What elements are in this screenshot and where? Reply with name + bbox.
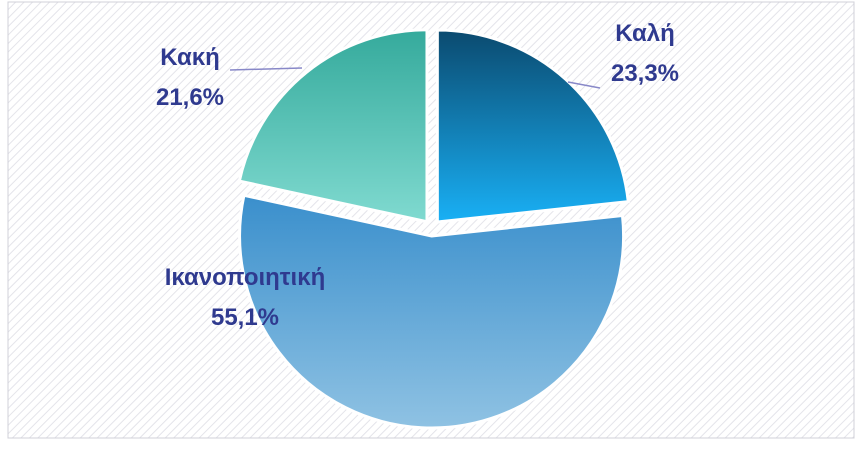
data-label: Κακή 21,6%: [130, 38, 250, 118]
pie-slice: [435, 28, 630, 224]
pie-slice: [237, 28, 429, 224]
data-label: Καλή 23,3%: [585, 14, 705, 94]
category-label: Καλή: [615, 20, 675, 47]
category-label: Κακή: [160, 44, 220, 71]
leader-line: [567, 81, 601, 89]
value-label: 21,6%: [155, 84, 225, 111]
data-label: Ικανοποιητική 55,1%: [160, 258, 330, 338]
value-label: 23,3%: [610, 60, 680, 87]
category-label: Ικανοποιητική: [164, 264, 326, 291]
leader-line: [229, 67, 303, 71]
value-label: 55,1%: [210, 304, 280, 331]
pie-slice: [238, 193, 626, 430]
